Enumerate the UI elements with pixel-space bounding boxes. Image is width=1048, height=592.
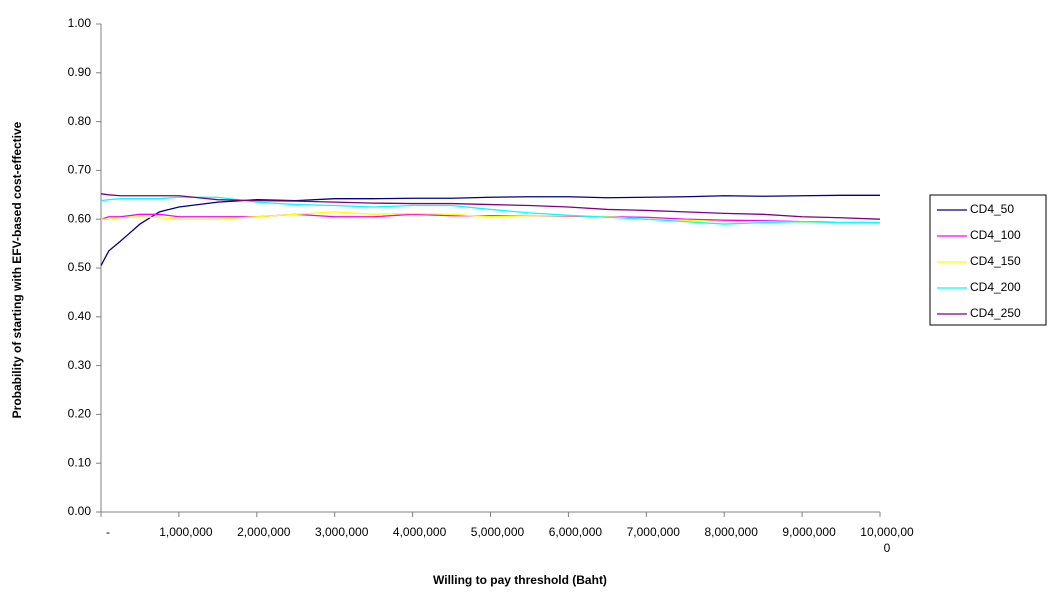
series-line [100, 213, 881, 224]
y-tick-label: 0.30 [68, 358, 92, 372]
x-tick-label: 8,000,000 [704, 525, 758, 539]
x-tick-label: 6,000,000 [548, 525, 603, 539]
y-tick-label: 0.50 [68, 260, 92, 274]
x-tick-label: 2,000,000 [237, 525, 291, 539]
legend-label: CD4_100 [970, 228, 1021, 242]
x-tick-label: 9,000,000 [782, 525, 836, 539]
x-tick-label: 3,000,000 [314, 525, 369, 539]
legend-label: CD4_50 [970, 202, 1014, 216]
y-tick-label: 1.00 [68, 16, 92, 30]
y-tick-label: 0.40 [68, 309, 92, 323]
x-tick-label: 1,000,000 [159, 525, 213, 539]
y-tick-label: 0.80 [68, 114, 92, 128]
x-tick-label: 4,000,000 [392, 525, 447, 539]
x-tick-label: - [106, 525, 110, 539]
legend-label: CD4_200 [970, 280, 1021, 294]
x-tick-label: 5,000,000 [470, 525, 525, 539]
y-tick-label: 0.90 [68, 65, 92, 79]
y-tick-label: 0.20 [68, 407, 92, 421]
legend-box [929, 194, 1047, 326]
y-axis-label: Probability of starting with EFV-based c… [10, 121, 24, 418]
series-line [100, 196, 880, 225]
series-line [100, 194, 880, 266]
y-tick-label: 0.60 [68, 211, 92, 225]
legend-label: CD4_250 [970, 306, 1021, 320]
x-tick-label: 10,000,000 [860, 525, 914, 555]
legend-label: CD4_150 [970, 254, 1021, 268]
series-line [100, 193, 881, 220]
y-tick-label: 0.00 [68, 504, 92, 518]
y-tick-label: 0.10 [68, 455, 92, 469]
x-tick-label: 7,000,000 [626, 525, 680, 539]
series-line [101, 211, 881, 224]
y-tick-label: 0.70 [68, 163, 92, 177]
x-axis-label: Willing to pay threshold (Baht) [433, 573, 607, 587]
